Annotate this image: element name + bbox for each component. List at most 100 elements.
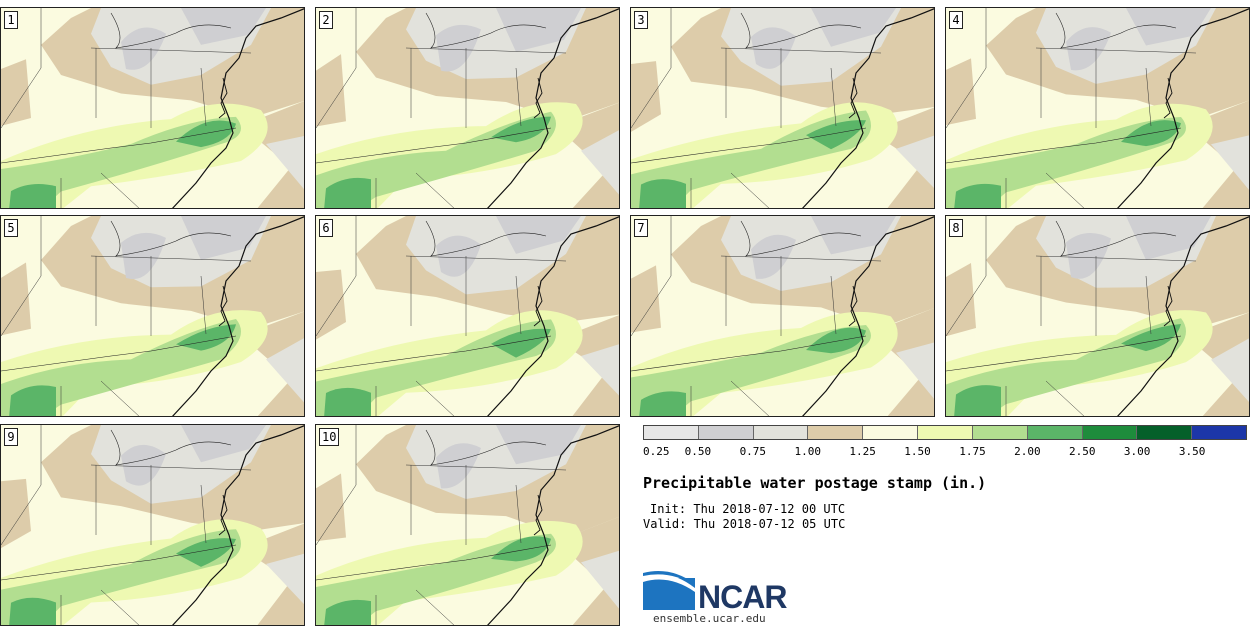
state-border-line	[405, 255, 567, 336]
state-border-line	[90, 464, 252, 545]
state-border-line	[1, 8, 140, 208]
stamp-number-label: 7	[634, 219, 648, 237]
colorbar-swatch	[972, 426, 1028, 439]
pw-band-darkgreen-sw	[639, 391, 686, 416]
pw-band-grey	[751, 234, 796, 279]
pw-band-grey-ne	[496, 216, 581, 254]
state-border-line	[1, 544, 237, 581]
stamp-panel: 7	[630, 215, 935, 417]
stamp-number-label: 2	[319, 11, 333, 29]
chesapeake-outline	[218, 77, 228, 119]
pw-band-tan-west	[1, 59, 31, 126]
great-lakes-outline	[425, 220, 547, 257]
coastline	[487, 216, 619, 416]
pw-band-darkgreen	[176, 120, 236, 148]
stamp-panel: 3	[630, 7, 935, 209]
state-border-line	[1, 425, 140, 625]
colorbar-tick: 0.25	[643, 445, 670, 458]
chesapeake-outline	[1163, 77, 1173, 119]
colorbar-tick: 1.75	[959, 445, 986, 458]
chesapeake-outline	[1163, 285, 1173, 327]
state-border-line	[316, 8, 455, 208]
coastline	[1117, 8, 1249, 208]
great-lakes-outline	[425, 429, 547, 466]
state-border-line	[316, 216, 455, 416]
pw-band-grey-ne	[496, 425, 581, 465]
pw-band-grey-ocean	[896, 135, 934, 189]
pw-band-darkgreen	[491, 328, 551, 358]
stamp-number-label: 1	[4, 11, 18, 29]
colorbar-tick: 1.25	[849, 445, 876, 458]
colorbar-swatch	[1137, 426, 1193, 439]
pw-band-tan-west	[946, 263, 976, 337]
coastline	[172, 425, 304, 625]
state-border-line	[631, 8, 770, 208]
pw-band-darkgreen	[491, 536, 551, 562]
state-border-line	[90, 47, 252, 128]
stamp-number-label: 9	[4, 428, 18, 446]
great-lakes-outline	[110, 12, 232, 49]
pw-band-darkgreen-sw	[324, 387, 371, 416]
pw-band-grey-ocean	[896, 342, 934, 399]
stamp-number-label: 5	[4, 219, 18, 237]
coastline	[172, 216, 304, 416]
colorbar-swatch	[698, 426, 754, 439]
pw-band-grey-ne	[181, 216, 266, 260]
stamp-number-label: 4	[949, 11, 963, 29]
colorbar-swatch	[918, 426, 973, 439]
pw-band-grey-ne	[1126, 216, 1211, 260]
pw-band-grey-ne	[811, 216, 896, 255]
pw-band-grey-ne	[811, 8, 896, 47]
stamp-panel: 5	[0, 215, 305, 417]
stamp-panel: 8	[945, 215, 1250, 417]
colorbar-tick: 2.00	[1014, 445, 1041, 458]
colorbar-swatch	[863, 426, 919, 439]
great-lakes-outline	[740, 220, 862, 257]
state-border-line	[1035, 47, 1197, 128]
pw-band-grey-ocean	[266, 136, 304, 190]
pw-band-grey-ocean	[581, 130, 619, 195]
pw-band-darkgreen-sw	[9, 184, 56, 208]
coastline	[802, 216, 934, 416]
state-border-line	[1, 216, 140, 416]
colorbar-tick: 3.00	[1123, 445, 1151, 458]
colorbar-tick-labels: 0.25 0.50 0.75 1.00 1.25 1.50 1.75 2.00 2.50 3.00…	[643, 445, 1247, 459]
ncar-logo-text: NCAR	[698, 579, 787, 615]
great-lakes-outline	[110, 429, 232, 466]
colorbar-swatch	[1082, 426, 1138, 439]
state-border-line	[1035, 255, 1197, 336]
chesapeake-outline	[218, 285, 228, 327]
chesapeake-outline	[848, 77, 858, 119]
stamp-panel: 6	[315, 215, 620, 417]
pw-band-darkgreen-sw	[954, 183, 1001, 208]
colorbar	[643, 425, 1247, 440]
state-border-line	[631, 216, 770, 416]
pw-band-tan-west	[1, 478, 31, 549]
chesapeake-outline	[533, 77, 543, 119]
chesapeake-outline	[533, 494, 543, 536]
pw-band-grey	[1066, 233, 1111, 279]
pw-band-tan-west	[316, 54, 346, 127]
chesapeake-outline	[218, 494, 228, 536]
state-border-line	[405, 464, 567, 545]
pw-band-grey	[121, 444, 166, 486]
stamp-number-label: 10	[319, 428, 340, 446]
pw-band-grey	[436, 24, 481, 72]
stamp-number-label: 8	[949, 219, 963, 237]
state-border-line	[720, 47, 882, 128]
coastline	[487, 8, 619, 208]
valid-time: Valid: Thu 2018-07-12 05 UTC	[643, 517, 846, 531]
great-lakes-outline	[425, 12, 547, 49]
stamp-number-label: 6	[319, 219, 333, 237]
colorbar-swatch	[753, 426, 809, 439]
state-border-line	[946, 216, 1085, 416]
state-border-line	[1, 335, 237, 372]
great-lakes-outline	[1055, 220, 1177, 257]
stamp-number-label: 3	[634, 11, 648, 29]
pw-band-grey	[121, 27, 166, 70]
pw-band-darkgreen-sw	[954, 385, 1001, 416]
pw-band-grey-ocean	[581, 550, 619, 609]
colorbar-swatch	[1027, 426, 1083, 439]
state-border-line	[316, 425, 455, 625]
colorbar-tick: 0.75	[739, 445, 767, 458]
